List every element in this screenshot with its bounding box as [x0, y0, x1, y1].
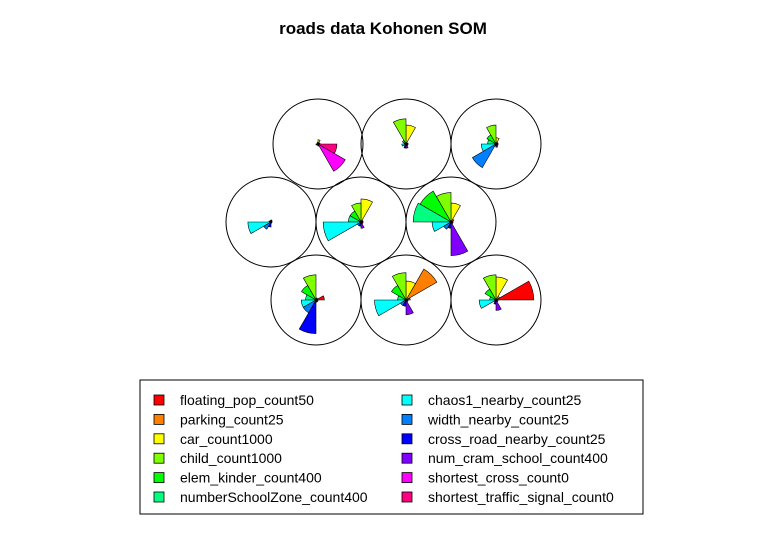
- node-circle: [450, 254, 542, 346]
- segment-elem_kinder_count400: [484, 288, 497, 301]
- segment-numberSchoolZone_count400: [412, 202, 453, 223]
- legend-swatch: [401, 394, 413, 406]
- legend-swatch: [401, 413, 413, 425]
- som-nodes: [225, 98, 542, 346]
- legend-item: car_count1000: [153, 431, 273, 447]
- legend-swatch: [153, 394, 165, 406]
- segment-num_cram_school_count400: [405, 298, 414, 316]
- legend-label: width_nearby_count25: [427, 411, 569, 427]
- legend-item: num_cram_school_count400: [401, 450, 608, 466]
- legend-item: child_count1000: [153, 450, 282, 466]
- legend-label: floating_pop_count50: [180, 392, 314, 408]
- legend-item: shortest_traffic_signal_count0: [401, 489, 614, 505]
- segment-child_count1000: [391, 272, 407, 302]
- legend-label: car_count1000: [180, 431, 273, 447]
- legend-label: num_cram_school_count400: [428, 450, 608, 466]
- segment-chaos1_nearby_count25: [247, 221, 273, 234]
- segment-shortest_cross_count0: [317, 143, 346, 172]
- legend-label: shortest_cross_count0: [428, 470, 569, 486]
- som-node-9: [450, 254, 542, 346]
- legend-swatch: [401, 491, 413, 503]
- legend-item: width_nearby_count25: [401, 411, 569, 427]
- segment-shortest_traffic_signal_count0: [404, 143, 409, 146]
- segment-chaos1_nearby_count25: [478, 299, 498, 309]
- legend-box: [139, 379, 644, 515]
- segment-floating_pop_count50: [494, 280, 535, 301]
- segment-car_count1000: [405, 124, 416, 146]
- node-circle: [450, 98, 542, 190]
- som-node-6: [405, 176, 497, 268]
- legend-label: numberSchoolZone_count400: [180, 489, 368, 505]
- legend-swatch: [153, 491, 165, 503]
- segment-shortest_traffic_signal_count0: [494, 143, 499, 146]
- segment-parking_count25: [405, 268, 438, 301]
- segment-chaos1_nearby_count25: [431, 221, 453, 232]
- som-node-4: [225, 176, 317, 268]
- som-node-2: [360, 98, 452, 190]
- legend-item: cross_road_nearby_count25: [401, 431, 606, 447]
- segment-width_nearby_count25: [471, 143, 497, 169]
- segment-num_cram_school_count400: [450, 220, 469, 256]
- segment-num_cram_school_count400: [495, 298, 502, 311]
- segment-child_count1000: [486, 124, 497, 146]
- legend-item: numberSchoolZone_count400: [153, 489, 368, 505]
- legend-label: parking_count25: [180, 411, 284, 427]
- som-node-8: [360, 254, 452, 346]
- legend-swatch: [401, 452, 413, 464]
- segment-shortest_traffic_signal_count0: [404, 299, 409, 302]
- segment-cross_road_nearby_count25: [268, 220, 272, 228]
- som-node-7: [270, 254, 362, 346]
- legend-label: cross_road_nearby_count25: [428, 431, 606, 447]
- segment-child_count1000: [302, 274, 317, 302]
- chart-title: roads data Kohonen SOM: [279, 19, 487, 38]
- segment-shortest_traffic_signal_count0: [314, 299, 319, 302]
- segment-width_nearby_count25: [263, 221, 272, 230]
- som-node-1: [272, 98, 364, 190]
- segment-chaos1_nearby_count25: [322, 221, 363, 242]
- segment-shortest_traffic_signal_count0: [359, 221, 364, 224]
- segment-elem_kinder_count400: [486, 134, 497, 145]
- legend-label: chaos1_nearby_count25: [428, 392, 582, 408]
- segment-width_nearby_count25: [443, 221, 452, 230]
- legend-swatch: [153, 472, 165, 484]
- node-circle: [405, 176, 497, 268]
- segment-shortest_traffic_signal_count0: [449, 221, 454, 224]
- legend-label: shortest_traffic_signal_count0: [428, 489, 614, 505]
- segment-elem_kinder_count400: [301, 285, 317, 301]
- legend-swatch: [153, 452, 165, 464]
- legend-label: elem_kinder_count400: [180, 470, 322, 486]
- legend-swatch: [401, 433, 413, 445]
- legend-swatch: [153, 413, 165, 425]
- legend-item: floating_pop_count50: [153, 392, 314, 408]
- som-node-5: [315, 176, 407, 268]
- legend-item: elem_kinder_count400: [153, 470, 322, 486]
- legend-item: chaos1_nearby_count25: [401, 392, 582, 408]
- segment-car_count1000: [450, 202, 461, 224]
- legend-swatch: [401, 472, 413, 484]
- legend-item: parking_count25: [153, 411, 284, 427]
- legend-item: shortest_cross_count0: [401, 470, 569, 486]
- segment-child_count1000: [482, 274, 497, 302]
- segment-shortest_traffic_signal_count0: [494, 299, 499, 302]
- node-circle: [272, 98, 364, 190]
- segment-elem_kinder_count400: [401, 139, 407, 145]
- segment-car_count1000: [317, 139, 321, 146]
- segment-child_count1000: [351, 202, 362, 224]
- legend-label: child_count1000: [180, 450, 282, 466]
- legend-swatch: [153, 433, 165, 445]
- segment-elem_kinder_count400: [391, 285, 407, 301]
- som-node-3: [450, 98, 542, 190]
- segment-car_count1000: [360, 198, 373, 224]
- segment-chaos1_nearby_count25: [374, 299, 408, 317]
- segment-cross_road_nearby_count25: [298, 298, 317, 334]
- legend: floating_pop_count50 parking_count25 car_c…: [139, 379, 644, 515]
- segment-shortest_traffic_signal_count0: [316, 143, 338, 154]
- segment-child_count1000: [392, 118, 407, 146]
